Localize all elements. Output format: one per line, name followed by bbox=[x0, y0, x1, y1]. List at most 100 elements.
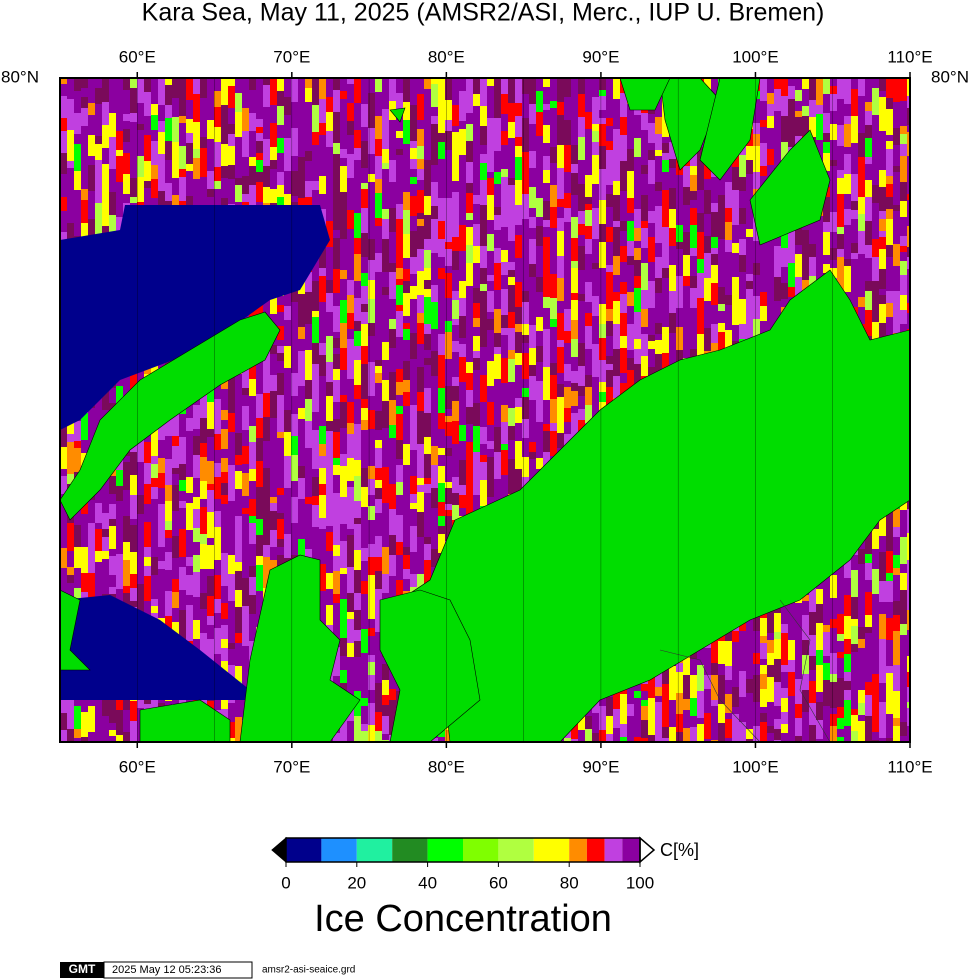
ice-cell bbox=[431, 302, 438, 329]
ice-cell bbox=[900, 119, 907, 126]
ice-cell bbox=[333, 669, 340, 676]
ice-cell bbox=[669, 228, 676, 246]
ice-cell bbox=[844, 578, 851, 587]
ice-cell bbox=[319, 176, 326, 194]
land bbox=[139, 699, 231, 742]
ice-cell bbox=[417, 392, 424, 411]
ice-cell bbox=[333, 458, 340, 465]
ice-cell bbox=[361, 257, 368, 273]
ice-cell bbox=[837, 718, 844, 729]
ice-cell bbox=[865, 78, 872, 102]
ice-cell bbox=[368, 362, 375, 375]
ice-cell bbox=[256, 92, 263, 119]
ice-cell bbox=[151, 515, 158, 535]
ice-cell bbox=[529, 104, 536, 124]
ice-cell bbox=[312, 281, 319, 304]
ice-cell bbox=[172, 436, 179, 446]
ice-cell bbox=[431, 329, 438, 351]
ice-cell bbox=[830, 628, 837, 653]
ice-cell bbox=[340, 239, 347, 262]
ice-cell bbox=[879, 158, 886, 170]
ice-cell bbox=[137, 117, 144, 124]
ice-cell bbox=[389, 438, 396, 459]
ice-cell bbox=[809, 635, 816, 656]
ice-cell bbox=[536, 402, 543, 422]
ice-cell bbox=[291, 436, 298, 455]
ice-cell bbox=[459, 251, 466, 269]
ice-cell bbox=[305, 272, 312, 292]
ice-cell bbox=[102, 551, 109, 559]
ice-cell bbox=[424, 478, 431, 484]
ice-cell bbox=[305, 292, 312, 298]
ice-cell bbox=[571, 391, 578, 406]
ice-cell bbox=[200, 569, 207, 593]
ice-cell bbox=[221, 120, 228, 126]
ice-cell bbox=[844, 174, 851, 194]
ice-cell bbox=[312, 496, 319, 505]
ice-cell bbox=[529, 348, 536, 365]
ice-cell bbox=[536, 112, 543, 136]
ice-cell bbox=[893, 120, 900, 128]
ice-cell bbox=[655, 354, 662, 379]
ice-cell bbox=[557, 122, 564, 145]
ice-cell bbox=[620, 231, 627, 246]
ice-cell bbox=[319, 194, 326, 209]
ice-cell bbox=[613, 292, 620, 301]
ice-cell bbox=[872, 281, 879, 301]
ice-cell bbox=[102, 392, 109, 410]
ice-cell bbox=[130, 601, 137, 607]
ice-cell bbox=[67, 117, 74, 130]
ice-cell bbox=[284, 306, 291, 320]
ice-cell bbox=[340, 359, 347, 370]
ice-cell bbox=[858, 96, 865, 111]
ice-cell bbox=[242, 406, 249, 430]
ice-cell bbox=[361, 141, 368, 168]
ice-cell bbox=[277, 539, 284, 547]
ice-cell bbox=[627, 316, 634, 324]
ice-cell bbox=[228, 432, 235, 455]
ice-cell bbox=[501, 358, 508, 383]
ice-cell bbox=[634, 248, 641, 260]
ice-cell bbox=[326, 280, 333, 293]
ice-cell bbox=[823, 656, 830, 663]
ice-cell bbox=[536, 422, 543, 430]
ice-cell bbox=[760, 101, 767, 108]
ice-cell bbox=[879, 269, 886, 289]
ice-cell bbox=[893, 537, 900, 555]
ice-cell bbox=[193, 497, 200, 509]
ice-cell bbox=[494, 215, 501, 230]
ice-cell bbox=[361, 594, 368, 602]
ice-cell bbox=[109, 192, 116, 215]
ice-cell bbox=[802, 106, 809, 116]
ice-cell bbox=[879, 211, 886, 219]
ice-cell bbox=[725, 305, 732, 312]
ice-cell bbox=[823, 732, 830, 742]
ice-cell bbox=[81, 413, 88, 440]
ice-cell bbox=[795, 669, 802, 679]
ice-cell bbox=[361, 672, 368, 698]
ice-cell bbox=[410, 78, 417, 105]
ice-cell bbox=[179, 599, 186, 610]
ice-cell bbox=[396, 138, 403, 149]
ice-cell bbox=[487, 178, 494, 195]
ice-cell bbox=[459, 425, 466, 441]
ice-cell bbox=[319, 151, 326, 165]
ice-cell bbox=[144, 78, 151, 92]
ice-cell bbox=[319, 276, 326, 302]
ice-cell bbox=[501, 315, 508, 328]
ice-cell bbox=[879, 170, 886, 187]
ice-cell bbox=[305, 497, 312, 504]
ice-cell bbox=[333, 154, 340, 160]
ice-cell bbox=[620, 313, 627, 336]
meridians bbox=[60, 78, 910, 742]
ice-cell bbox=[445, 198, 452, 221]
ice-cell bbox=[746, 693, 753, 715]
ice-cell bbox=[347, 229, 354, 254]
ice-cell bbox=[606, 336, 613, 343]
ice-cell bbox=[242, 157, 249, 176]
ice-cell bbox=[865, 102, 872, 111]
ice-cell bbox=[865, 138, 872, 157]
ice-cell bbox=[186, 119, 193, 133]
ice-cell bbox=[277, 125, 284, 138]
ice-cell bbox=[893, 527, 900, 537]
